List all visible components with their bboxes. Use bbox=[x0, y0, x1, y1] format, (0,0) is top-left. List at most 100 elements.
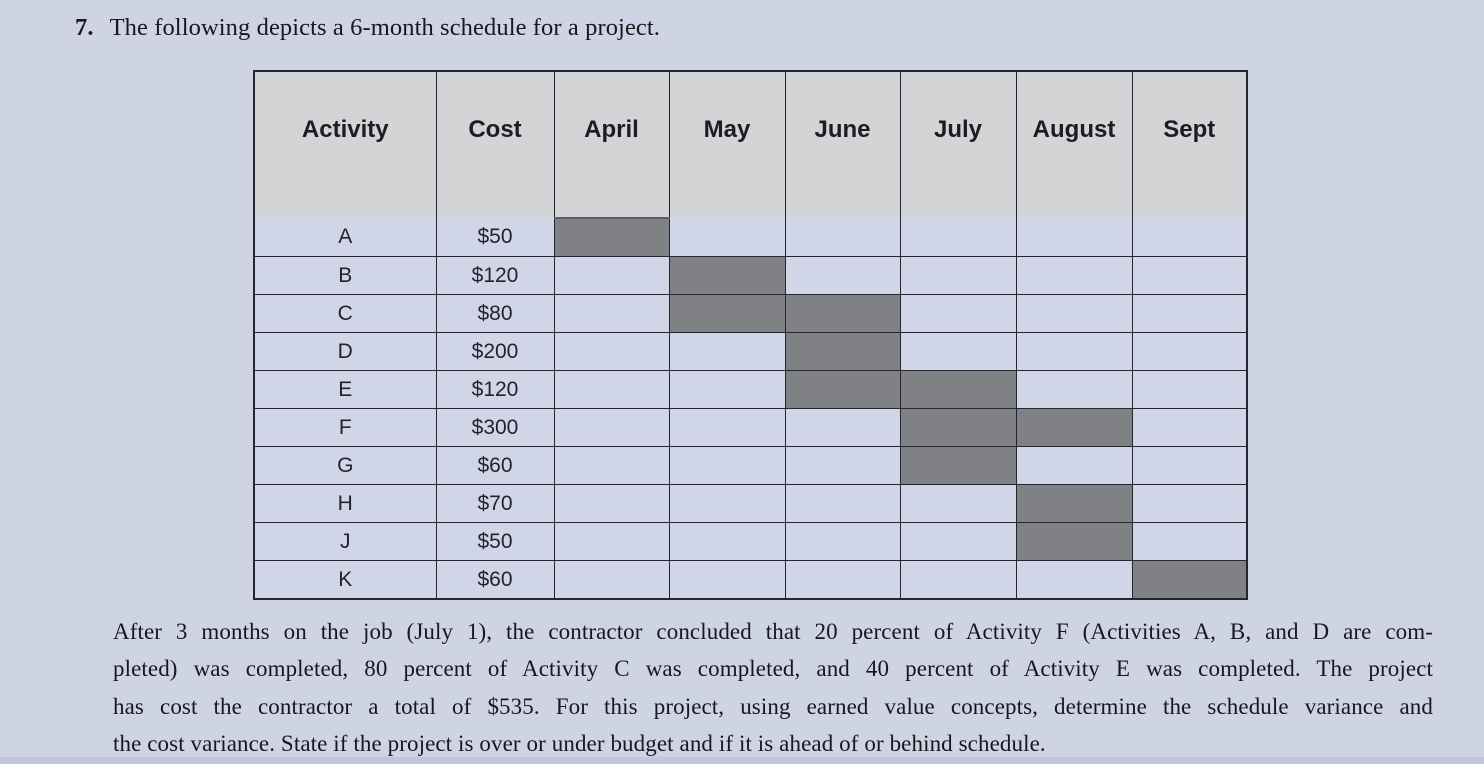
cost-cell: $60 bbox=[435, 560, 555, 600]
month-cell bbox=[668, 332, 786, 371]
month-cell bbox=[1015, 256, 1133, 295]
month-cell bbox=[553, 408, 670, 447]
month-cell bbox=[784, 522, 901, 561]
month-cell bbox=[668, 370, 786, 409]
table-row: H $70 bbox=[253, 484, 1248, 523]
cost-cell: $80 bbox=[435, 294, 555, 333]
cost-cell: $70 bbox=[435, 484, 555, 523]
activity-cell: F bbox=[253, 408, 437, 447]
problem-title: 7. The following depicts a 6-month schedu… bbox=[75, 14, 660, 42]
month-cell bbox=[899, 294, 1017, 333]
month-cell bbox=[899, 332, 1017, 371]
cost-cell: $120 bbox=[435, 256, 555, 295]
month-cell bbox=[1015, 370, 1133, 409]
month-cell bbox=[899, 484, 1017, 523]
month-cell bbox=[899, 256, 1017, 295]
month-cell bbox=[553, 370, 670, 409]
gantt-bar-cell bbox=[1015, 522, 1133, 561]
problem-title-text: The following depicts a 6-month schedule… bbox=[109, 14, 661, 41]
month-cell bbox=[899, 218, 1017, 257]
cost-cell: $300 bbox=[435, 408, 555, 447]
month-cell bbox=[668, 408, 786, 447]
cost-cell: $200 bbox=[435, 332, 555, 371]
month-cell bbox=[1131, 256, 1248, 295]
gantt-bar-cell bbox=[899, 446, 1017, 485]
month-cell bbox=[553, 484, 670, 523]
month-cell bbox=[553, 332, 670, 371]
month-cell bbox=[553, 294, 670, 333]
month-cell bbox=[553, 560, 670, 600]
month-cell bbox=[1131, 218, 1248, 257]
gantt-bar-cell bbox=[899, 408, 1017, 447]
gantt-bar-cell bbox=[1131, 560, 1248, 600]
activity-cell: H bbox=[253, 484, 437, 523]
table-row: F $300 bbox=[253, 408, 1248, 447]
month-cell bbox=[1015, 332, 1133, 371]
activity-cell: A bbox=[253, 218, 437, 257]
month-cell bbox=[899, 560, 1017, 600]
gantt-bar-cell bbox=[1015, 484, 1133, 523]
month-cell bbox=[668, 560, 786, 600]
gantt-bar-cell bbox=[668, 256, 786, 295]
month-cell bbox=[668, 484, 786, 523]
month-cell bbox=[784, 408, 901, 447]
gantt-bar-cell bbox=[553, 217, 670, 257]
month-cell bbox=[668, 446, 786, 485]
month-cell bbox=[1131, 408, 1248, 447]
table-row: J $50 bbox=[253, 522, 1248, 561]
month-cell bbox=[1015, 218, 1133, 257]
column-header-june: June bbox=[784, 70, 901, 218]
month-cell bbox=[1131, 332, 1248, 371]
activity-cell: D bbox=[253, 332, 437, 371]
column-header-august: August bbox=[1015, 70, 1133, 218]
table-row: D $200 bbox=[253, 332, 1248, 371]
gantt-bar-cell bbox=[784, 294, 901, 333]
table-row: G $60 bbox=[253, 446, 1248, 485]
month-cell bbox=[1015, 560, 1133, 600]
cost-cell: $60 bbox=[435, 446, 555, 485]
table-row: K $60 bbox=[253, 560, 1248, 600]
cost-cell: $50 bbox=[435, 522, 555, 561]
cost-cell: $120 bbox=[435, 370, 555, 409]
month-cell bbox=[1131, 484, 1248, 523]
gantt-bar-cell bbox=[784, 332, 901, 371]
month-cell bbox=[784, 256, 901, 295]
month-cell bbox=[1131, 446, 1248, 485]
activity-cell: J bbox=[253, 522, 437, 561]
paragraph-line: After 3 months on the job (July 1), the … bbox=[113, 619, 1433, 644]
cost-cell: $50 bbox=[435, 218, 555, 257]
activity-cell: C bbox=[253, 294, 437, 333]
month-cell bbox=[553, 446, 670, 485]
table-row: B $120 bbox=[253, 256, 1248, 295]
month-cell bbox=[784, 446, 901, 485]
page-bottom-edge bbox=[0, 757, 1484, 764]
header-row: Activity Cost April May June July August… bbox=[253, 70, 1248, 218]
column-header-cost: Cost bbox=[435, 70, 555, 218]
month-cell bbox=[1131, 370, 1248, 409]
table-row: E $120 bbox=[253, 370, 1248, 409]
month-cell bbox=[1131, 522, 1248, 561]
problem-paragraph: After 3 months on the job (July 1), the … bbox=[113, 613, 1433, 763]
gantt-bar-cell bbox=[784, 370, 901, 409]
activity-cell: B bbox=[253, 256, 437, 295]
month-cell bbox=[784, 484, 901, 523]
paragraph-line: the cost variance. State if the project … bbox=[113, 731, 1046, 757]
activity-cell: G bbox=[253, 446, 437, 485]
month-cell bbox=[1131, 294, 1248, 333]
column-header-july: July bbox=[899, 70, 1017, 218]
gantt-bar-cell bbox=[668, 294, 786, 333]
column-header-may: May bbox=[668, 70, 786, 218]
gantt-bar-cell bbox=[899, 370, 1017, 409]
gantt-bar-cell bbox=[1015, 408, 1133, 447]
month-cell bbox=[784, 560, 901, 600]
month-cell bbox=[899, 522, 1017, 561]
month-cell bbox=[668, 522, 786, 561]
problem-number: 7. bbox=[75, 14, 94, 41]
month-cell bbox=[1015, 294, 1133, 333]
table-row: A $50 bbox=[253, 217, 1248, 257]
column-header-activity: Activity bbox=[253, 70, 437, 218]
paragraph-line: pleted) was completed, 80 percent of Act… bbox=[113, 656, 1433, 682]
column-header-sept: Sept bbox=[1131, 70, 1248, 218]
month-cell bbox=[668, 218, 786, 257]
activity-cell: K bbox=[253, 560, 437, 600]
